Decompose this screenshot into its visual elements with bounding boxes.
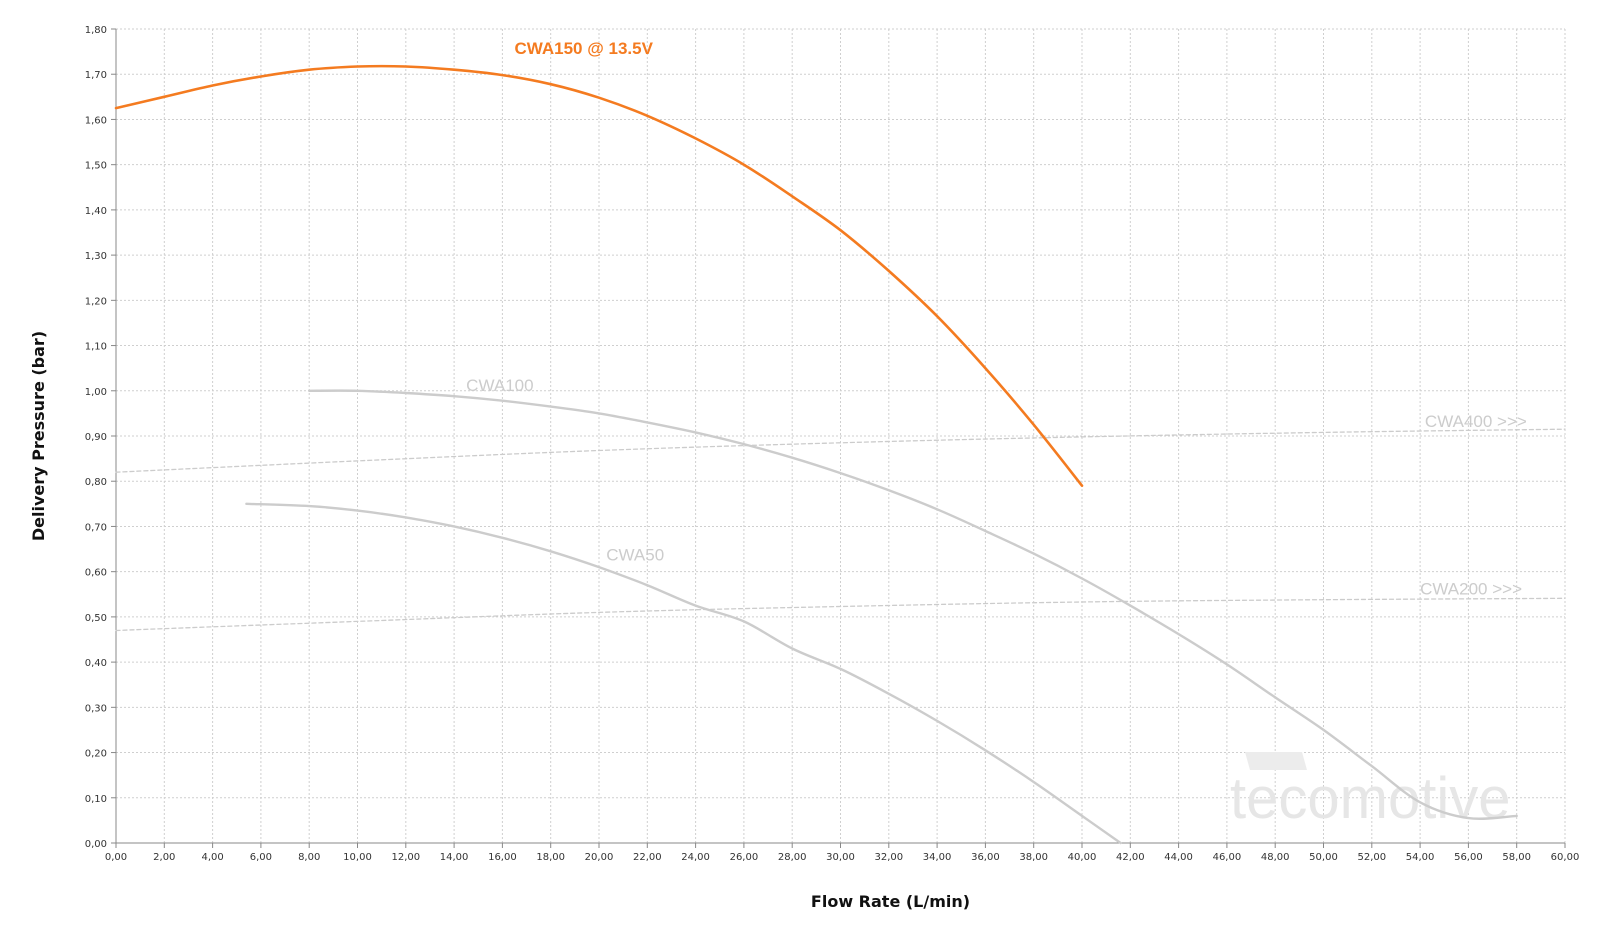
x-tick-label: 24,00 — [681, 852, 710, 863]
y-tick-label: 1,80 — [85, 25, 107, 36]
x-tick-label: 54,00 — [1406, 852, 1435, 863]
x-tick-label: 46,00 — [1213, 852, 1242, 863]
x-tick-label: 28,00 — [778, 852, 807, 863]
series-line-cwa100 — [308, 389, 1518, 820]
watermark-stripe-icon — [1245, 752, 1307, 770]
y-tick-label: 1,60 — [85, 115, 107, 126]
axes: 0,00 2,00 4,00 6,00 8,00 10,00 12,00 14,00 16,00… — [85, 25, 1580, 863]
x-tick-label: 36,00 — [971, 852, 1000, 863]
series-label-cwa400: CWA400 >>> — [1425, 412, 1527, 431]
y-tick-label: 0,80 — [85, 477, 107, 488]
series-line-cwa200 — [115, 597, 1566, 632]
series-label-cwa50: CWA50 — [606, 545, 664, 564]
y-tick-label: 0,50 — [85, 613, 107, 624]
x-tick-label: 22,00 — [633, 852, 662, 863]
x-tick-label: 0,00 — [105, 852, 127, 863]
series-labels: CWA400 >>> CWA200 >>> CWA100 CWA50 CWA150 @ … — [466, 39, 1527, 598]
x-tick-label: 56,00 — [1454, 852, 1483, 863]
tecomotive-watermark-logo: tecomotive — [1230, 752, 1510, 831]
series-line-cwa400 — [115, 428, 1566, 473]
y-tick-label: 1,30 — [85, 251, 107, 262]
x-tick-label: 14,00 — [440, 852, 469, 863]
y-tick-label: 0,40 — [85, 658, 107, 669]
series-lines — [114, 64, 1566, 845]
x-tick-label: 2,00 — [153, 852, 175, 863]
y-tick-label: 0,20 — [85, 749, 107, 760]
y-tick-label: 0,00 — [85, 839, 107, 850]
x-tick-label: 34,00 — [923, 852, 952, 863]
series-label-cwa150-13-5v: CWA150 @ 13.5V — [514, 39, 653, 58]
y-tick-label: 0,30 — [85, 703, 107, 714]
y-axis-title: Delivery Pressure (bar) — [29, 331, 48, 541]
y-tick-label: 0,60 — [85, 568, 107, 579]
series-label-cwa200: CWA200 >>> — [1420, 579, 1522, 598]
series-label-cwa100: CWA100 — [466, 376, 533, 395]
y-tick-label: 1,40 — [85, 206, 107, 217]
x-tick-label: 16,00 — [488, 852, 517, 863]
y-tick-label: 0,90 — [85, 432, 107, 443]
x-axis-title: Flow Rate (L/min) — [811, 892, 970, 911]
x-tick-label: 6,00 — [250, 852, 272, 863]
x-tick-label: 50,00 — [1309, 852, 1338, 863]
x-tick-label: 20,00 — [585, 852, 614, 863]
y-tick-label: 0,70 — [85, 522, 107, 533]
x-tick-label: 26,00 — [730, 852, 759, 863]
x-tick-label: 58,00 — [1502, 852, 1531, 863]
y-tick-label: 1,10 — [85, 342, 107, 353]
x-tick-label: 44,00 — [1164, 852, 1193, 863]
x-tick-label: 32,00 — [874, 852, 903, 863]
x-tick-label: 4,00 — [201, 852, 223, 863]
watermark-text: tecomotive — [1230, 766, 1510, 831]
y-tick-label: 1,00 — [85, 387, 107, 398]
y-tick-label: 1,20 — [85, 296, 107, 307]
y-tick-label: 0,10 — [85, 794, 107, 805]
x-tick-label: 30,00 — [826, 852, 855, 863]
x-tick-label: 48,00 — [1261, 852, 1290, 863]
x-tick-label: 8,00 — [298, 852, 320, 863]
series-line-cwa50 — [245, 502, 1122, 845]
x-tick-label: 10,00 — [343, 852, 372, 863]
x-tick-label: 60,00 — [1551, 852, 1580, 863]
x-tick-label: 12,00 — [391, 852, 420, 863]
x-tick-label: 52,00 — [1357, 852, 1386, 863]
x-tick-label: 42,00 — [1116, 852, 1145, 863]
grid — [116, 28, 1566, 843]
y-tick-label: 1,70 — [85, 70, 107, 81]
series-line-cwa150-13-5v — [114, 64, 1084, 487]
x-tick-label: 18,00 — [536, 852, 565, 863]
y-tick-label: 1,50 — [85, 161, 107, 172]
x-tick-label: 38,00 — [1019, 852, 1048, 863]
x-tick-label: 40,00 — [1068, 852, 1097, 863]
